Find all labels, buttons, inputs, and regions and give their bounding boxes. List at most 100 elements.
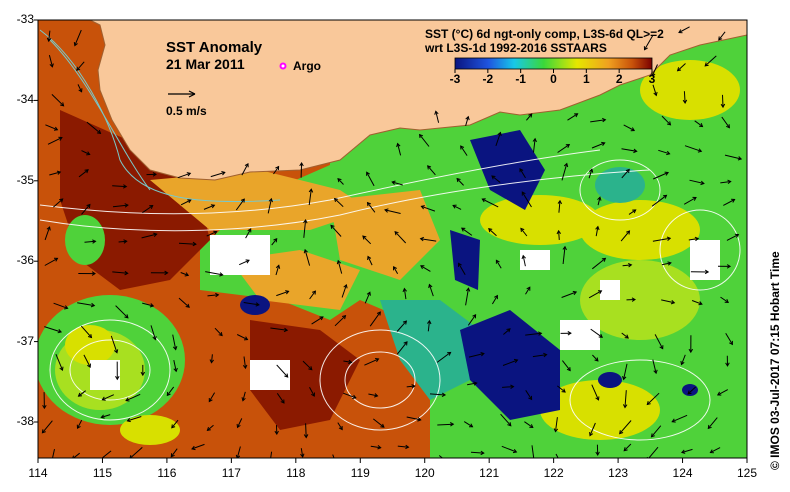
velocity-arrow — [519, 168, 526, 179]
velocity-arrow-head — [123, 239, 128, 244]
velocity-arrow — [308, 189, 312, 206]
velocity-arrow — [558, 230, 560, 240]
credit-text: © IMOS 03-Jul-2017 07:15 Hobart Time — [768, 251, 782, 470]
velocity-arrow-head — [303, 248, 308, 254]
velocity-arrow — [77, 302, 95, 307]
velocity-arrow — [470, 451, 484, 454]
velocity-arrow — [717, 389, 729, 396]
velocity-arrow-head — [561, 388, 566, 393]
velocity-arrow — [178, 242, 196, 245]
velocity-arrow-head — [532, 137, 537, 143]
velocity-arrow — [362, 235, 372, 245]
velocity-arrow — [127, 416, 142, 422]
velocity-arrow-head — [208, 398, 213, 403]
velocity-arrow-head — [682, 99, 688, 104]
velocity-arrow-head — [567, 331, 572, 336]
velocity-arrow — [309, 290, 316, 300]
velocity-arrow-head — [186, 172, 192, 177]
velocity-arrow — [533, 138, 536, 153]
lat-tick-label: -34 — [16, 92, 34, 107]
velocity-arrow — [397, 143, 402, 156]
velocity-arrow-head — [152, 335, 157, 341]
velocity-arrow-head — [513, 358, 519, 364]
velocity-arrow-head — [153, 232, 158, 237]
velocity-arrow-head — [563, 162, 569, 168]
velocity-arrow — [467, 382, 477, 386]
velocity-arrow-head — [219, 272, 224, 277]
velocity-arrow-head — [247, 228, 252, 233]
velocity-arrow — [628, 209, 636, 215]
velocity-arrow — [720, 296, 729, 303]
colorbar-tick-label: 0 — [550, 72, 557, 86]
velocity-arrow-head — [731, 198, 736, 203]
velocity-arrow — [334, 315, 346, 327]
velocity-arrow — [458, 263, 466, 276]
scale-label: 0.5 m/s — [166, 104, 207, 118]
velocity-arrow-head — [402, 287, 407, 293]
velocity-arrow-head — [303, 219, 308, 224]
velocity-arrow-head — [209, 359, 214, 364]
velocity-arrow-head — [53, 126, 59, 131]
velocity-arrow — [561, 291, 577, 298]
velocity-arrow-head — [619, 430, 624, 435]
velocity-arrow — [525, 332, 542, 336]
velocity-arrow-head — [687, 390, 692, 395]
velocity-arrow-head — [480, 352, 485, 357]
velocity-arrow — [520, 228, 528, 237]
lat-tick-label: -36 — [16, 253, 34, 268]
velocity-arrow-head — [170, 453, 175, 458]
velocity-arrow — [48, 54, 53, 67]
velocity-arrow-head — [184, 272, 190, 277]
velocity-arrow — [367, 202, 376, 213]
velocity-arrow — [652, 237, 671, 242]
velocity-arrow-head — [626, 230, 631, 235]
velocity-arrow — [270, 327, 288, 331]
velocity-arrow-head — [245, 259, 250, 264]
velocity-arrow — [267, 198, 272, 214]
velocity-arrow-head — [402, 320, 408, 325]
velocity-arrow — [214, 327, 223, 336]
velocity-arrow — [141, 233, 157, 239]
velocity-arrow — [81, 150, 90, 155]
velocity-arrow-head — [488, 228, 493, 233]
velocity-arrow-head — [460, 145, 465, 150]
velocity-arrow — [597, 197, 601, 206]
velocity-arrow — [590, 119, 606, 123]
velocity-arrow-head — [526, 286, 531, 291]
velocity-arrow — [678, 26, 690, 33]
velocity-arrow — [205, 271, 223, 276]
velocity-arrow — [84, 240, 96, 243]
velocity-arrow-head — [481, 198, 486, 203]
velocity-arrow-head — [152, 172, 157, 177]
velocity-arrow-head — [312, 290, 316, 295]
velocity-arrow-head — [403, 341, 408, 346]
velocity-arrow-head — [718, 36, 723, 41]
lat-tick-label: -33 — [16, 12, 34, 26]
velocity-arrow — [658, 149, 670, 155]
velocity-arrow-head — [666, 150, 671, 156]
velocity-arrow-head — [622, 375, 627, 381]
velocity-arrow — [53, 198, 64, 208]
velocity-arrow — [238, 259, 250, 266]
velocity-arrow-head — [275, 264, 281, 269]
lon-tick-label: 123 — [608, 466, 629, 480]
velocity-arrow — [236, 334, 248, 341]
velocity-arrow — [125, 393, 141, 402]
velocity-arrow — [562, 246, 566, 265]
velocity-arrow-head — [725, 124, 730, 129]
velocity-arrow-head — [268, 463, 272, 466]
velocity-arrow-head — [367, 255, 372, 261]
velocity-arrow-head — [697, 148, 703, 153]
lon-tick-label: 124 — [672, 466, 693, 480]
velocity-arrow — [429, 393, 446, 396]
velocity-arrow-head — [172, 346, 178, 351]
velocity-arrow-head — [447, 351, 452, 356]
velocity-arrow-head — [627, 262, 633, 268]
velocity-arrow — [427, 320, 430, 332]
velocity-arrow-head — [557, 199, 563, 205]
velocity-arrow-head — [333, 460, 336, 463]
velocity-arrow — [427, 165, 436, 176]
velocity-arrow — [101, 414, 111, 418]
velocity-arrow — [681, 354, 686, 365]
velocity-arrow — [118, 240, 127, 243]
